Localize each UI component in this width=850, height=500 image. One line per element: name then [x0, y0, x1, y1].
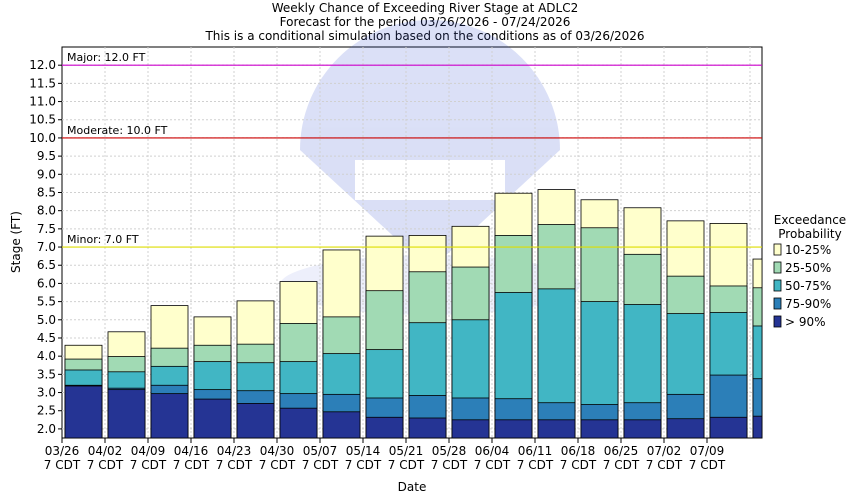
- x-tick-label: 03/26: [45, 444, 80, 458]
- bar-segment-90: [150, 393, 189, 439]
- x-tick-sublabel: 7 CDT: [44, 458, 81, 472]
- bar-segment-90: [107, 389, 146, 439]
- legend-title: Exceedance: [774, 213, 846, 227]
- x-tick-label: 06/11: [518, 444, 553, 458]
- x-tick-sublabel: 7 CDT: [474, 458, 511, 472]
- x-tick-label: 04/09: [131, 444, 166, 458]
- bar-segment-90: [666, 418, 705, 439]
- x-tick-label: 06/04: [475, 444, 510, 458]
- x-tick-label: 06/18: [561, 444, 596, 458]
- x-tick-sublabel: 7 CDT: [345, 458, 382, 472]
- x-tick-label: 04/23: [217, 444, 252, 458]
- bar-segment-90: [623, 419, 662, 439]
- threshold-label: Minor: 7.0 FT: [67, 233, 139, 246]
- legend-swatch: [773, 297, 782, 310]
- y-tick-label: 3.5: [37, 367, 56, 381]
- x-tick-sublabel: 7 CDT: [388, 458, 425, 472]
- x-tick-label: 05/14: [346, 444, 381, 458]
- bar-segment-90: [279, 407, 318, 439]
- legend-item-label: 25-50%: [785, 261, 831, 275]
- x-tick-sublabel: 7 CDT: [603, 458, 640, 472]
- x-tick-sublabel: 7 CDT: [87, 458, 124, 472]
- bar-segment-90: [408, 417, 447, 439]
- y-tick-label: 10.0: [29, 131, 56, 145]
- y-tick-label: 8.0: [37, 204, 56, 218]
- x-tick-sublabel: 7 CDT: [646, 458, 683, 472]
- chart-title-line-3: This is a conditional simulation based o…: [205, 29, 645, 43]
- legend-swatch: [773, 243, 782, 256]
- x-tick-label: 07/02: [647, 444, 682, 458]
- y-tick-label: 3.0: [37, 386, 56, 400]
- y-tick-label: 4.5: [37, 331, 56, 345]
- bar-segment-90: [64, 385, 103, 439]
- bar-segment-90: [709, 416, 748, 439]
- x-tick-sublabel: 7 CDT: [431, 458, 468, 472]
- x-tick-label: 07/09: [690, 444, 725, 458]
- y-tick-label: 6.5: [37, 258, 56, 272]
- x-tick-label: 05/28: [432, 444, 467, 458]
- y-tick-label: 2.0: [37, 422, 56, 436]
- legend-item-label: 50-75%: [785, 279, 831, 293]
- bar-segment-90: [322, 411, 361, 439]
- y-tick-label: 9.5: [37, 149, 56, 163]
- x-tick-sublabel: 7 CDT: [259, 458, 296, 472]
- x-tick-sublabel: 7 CDT: [130, 458, 167, 472]
- y-tick-label: 11.0: [29, 95, 56, 109]
- x-tick-sublabel: 7 CDT: [689, 458, 726, 472]
- y-tick-label: 7.0: [37, 240, 56, 254]
- bar-segment-90: [580, 419, 619, 439]
- x-axis-label: Date: [398, 480, 427, 494]
- y-tick-label: 11.5: [29, 76, 56, 90]
- y-tick-label: 5.5: [37, 295, 56, 309]
- bar-segment-90: [494, 419, 533, 439]
- x-tick-sublabel: 7 CDT: [517, 458, 554, 472]
- threshold-label: Moderate: 10.0 FT: [67, 124, 168, 137]
- y-tick-label: 6.0: [37, 276, 56, 290]
- x-tick-label: 05/07: [303, 444, 338, 458]
- y-tick-label: 2.5: [37, 404, 56, 418]
- x-tick-label: 06/25: [604, 444, 639, 458]
- x-tick-label: 05/21: [389, 444, 424, 458]
- y-tick-label: 9.0: [37, 167, 56, 181]
- y-tick-label: 4.0: [37, 349, 56, 363]
- bar-segment-90: [236, 403, 275, 439]
- y-tick-label: 12.0: [29, 58, 56, 72]
- bar-segment-90: [537, 419, 576, 439]
- legend-swatch: [773, 315, 782, 328]
- y-tick-label: 8.5: [37, 185, 56, 199]
- threshold-label: Major: 12.0 FT: [67, 51, 146, 64]
- bar-segment-90: [193, 398, 232, 439]
- x-tick-sublabel: 7 CDT: [216, 458, 253, 472]
- y-tick-label: 7.5: [37, 222, 56, 236]
- legend-swatch: [773, 279, 782, 292]
- x-tick-label: 04/02: [88, 444, 123, 458]
- legend-title: Probability: [778, 227, 841, 241]
- y-axis-label: Stage (FT): [9, 211, 23, 273]
- x-tick-sublabel: 7 CDT: [560, 458, 597, 472]
- bar-segment-90: [752, 415, 763, 439]
- x-tick-sublabel: 7 CDT: [173, 458, 210, 472]
- y-tick-label: 10.5: [29, 113, 56, 127]
- bar-segment-90: [451, 419, 490, 439]
- chart-title-line-2: Forecast for the period 03/26/2026 - 07/…: [279, 15, 571, 29]
- bar-segment-90: [365, 416, 404, 439]
- chart-title-line-1: Weekly Chance of Exceeding River Stage a…: [271, 1, 579, 15]
- legend-swatch: [773, 261, 782, 274]
- x-tick-label: 04/16: [174, 444, 209, 458]
- legend-item-label: > 90%: [785, 315, 826, 329]
- y-tick-label: 5.0: [37, 313, 56, 327]
- legend-item-label: 10-25%: [785, 243, 831, 257]
- legend-item-label: 75-90%: [785, 297, 831, 311]
- x-tick-sublabel: 7 CDT: [302, 458, 339, 472]
- x-tick-label: 04/30: [260, 444, 295, 458]
